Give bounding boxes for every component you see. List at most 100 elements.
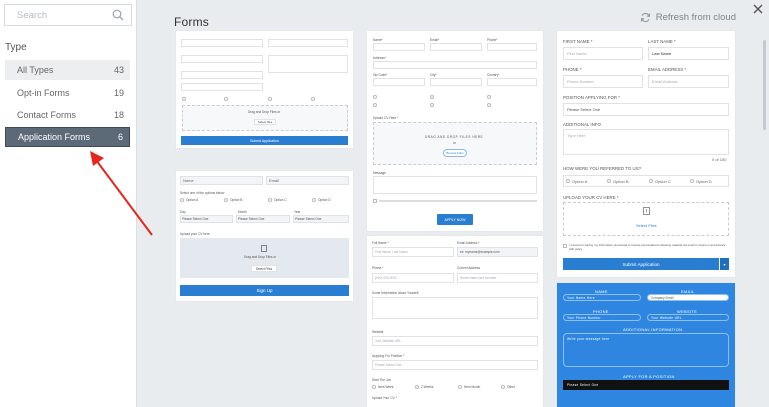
scrollbar[interactable] [763,40,766,130]
mini-label: Current Address [457,266,481,270]
mini-radio [566,179,570,183]
mini-apply-button: APPLY NOW [437,214,473,225]
mini-radio [607,179,611,183]
mini-option: Option D [696,179,712,184]
category-application-forms[interactable]: Application Forms 6 [5,127,130,147]
mini-radio [180,198,184,202]
mini-input [563,75,643,88]
mini-option: Option B [613,179,629,184]
mini-label: ADDITIONAL INFO [563,122,601,127]
mini-select [293,215,349,223]
mini-submit-button: Submit Application [563,258,719,270]
mini-placeholder: First Name [567,51,587,56]
mini-radio [224,198,228,202]
category-opt-in-forms[interactable]: Opt-in Forms 19 [5,83,130,103]
mini-consent-text [379,200,537,202]
page-title: Forms [174,15,209,29]
mini-or-text: or [453,141,456,145]
mini-select [180,215,233,223]
form-template-card-5[interactable]: FIRST NAME * LAST NAME * First Name Last… [557,31,735,277]
mini-label: PHONE * [563,67,582,72]
close-icon[interactable] [752,3,764,15]
mini-input [372,247,454,257]
mini-placeholder: Type Here [567,133,586,138]
upload-icon [643,207,650,215]
mini-input [457,273,538,283]
mini-option: Option C [655,179,671,184]
mini-radio [458,385,462,389]
form-template-card-3[interactable]: Name* Email* Phone* Address* Zip Code* C… [367,31,543,231]
mini-placeholder: Write your message here [567,337,610,341]
mini-input [373,78,425,86]
mini-radio [373,103,377,107]
mini-label: Phone* [487,38,498,42]
mini-select-files: Select files [254,119,276,125]
mini-select [236,215,290,223]
search-input[interactable]: Search [4,4,132,26]
mini-input [647,294,729,301]
mini-select-label: Please Select One [238,217,265,221]
mini-radio [415,385,419,389]
mini-input [563,294,641,301]
form-template-card-4[interactable]: Full Name * Email Address * First Name, … [367,236,543,407]
mini-input [268,39,348,47]
category-count: 6 [117,132,123,142]
mini-input [487,43,537,51]
mini-radio [430,95,434,99]
mini-label: POSITION APPLYING FOR * [563,95,621,100]
mini-browse-label: Browse Files [446,151,464,155]
mini-input [563,314,641,321]
refresh-from-cloud-button[interactable]: Refresh from cloud [640,12,736,23]
mini-input [181,39,263,47]
category-all-types[interactable]: All Types 43 [5,60,130,80]
mini-input [181,55,263,63]
form-template-card-1[interactable]: Drag and Drop Files or Select files Subm… [176,31,353,148]
mini-label: Message [373,171,386,175]
mini-placeholder: Your Website URL [375,339,402,343]
mini-radio [690,179,694,183]
mini-drag-text: Drag and Drop Files or [244,255,277,259]
mini-select [563,380,729,390]
mini-label: Phone * [372,266,384,270]
search-placeholder: Search [17,9,48,21]
mini-label: UPLOAD YOUR CV HERE * [563,195,619,200]
mini-radio [182,97,186,101]
mini-value: ex: myname@example.com [460,250,500,254]
refresh-icon [640,12,650,23]
mini-placeholder: Email Address [652,79,678,84]
mini-label: Upload Your CV * [372,396,397,400]
mini-placeholder: Your Name Here [567,295,595,300]
mini-label: Email Address * [457,241,480,245]
mini-textarea [372,297,538,319]
mini-label: EMAIL ADDRESS * [648,67,687,72]
form-template-card-2[interactable]: Name Email Select one of the options bel… [176,171,353,301]
mini-select-files: Select Files [251,265,277,272]
category-contact-forms[interactable]: Contact Forms 18 [5,105,130,125]
mini-label: Email [269,178,280,183]
form-template-card-6[interactable]: NAME EMAIL Your Name Here Company Email … [557,283,735,407]
mini-input [430,43,482,51]
mini-dropdown-toggle: ▾ [720,258,729,270]
mini-label: Website [372,330,384,334]
mini-textarea [268,55,348,73]
category-label: Application Forms [18,132,91,142]
mini-placeholder: Last Name [652,51,672,56]
mini-radio [373,95,377,99]
mini-input [430,78,482,86]
mini-label: ADDITIONAL INFORMATION [623,327,683,332]
mini-upload-zone [182,105,348,131]
mini-radio [649,179,653,183]
main-panel: Forms Refresh from cloud Drag and Drop F… [138,0,769,407]
mini-option: Option A [186,198,199,202]
mini-radio [501,385,505,389]
mini-label: Zip Code* [373,73,388,77]
mini-option: 2 Weeks [421,385,434,389]
search-icon[interactable] [112,9,124,21]
mini-label: APPLY FOR A POSITION [623,374,675,379]
mini-radio [372,385,376,389]
mini-browse-button: Browse Files [443,149,467,157]
upload-icon [261,245,267,252]
mini-placeholder: Please Select One [567,107,601,112]
mini-char-count: 0 of 150 [712,157,727,162]
mini-input [266,176,349,185]
